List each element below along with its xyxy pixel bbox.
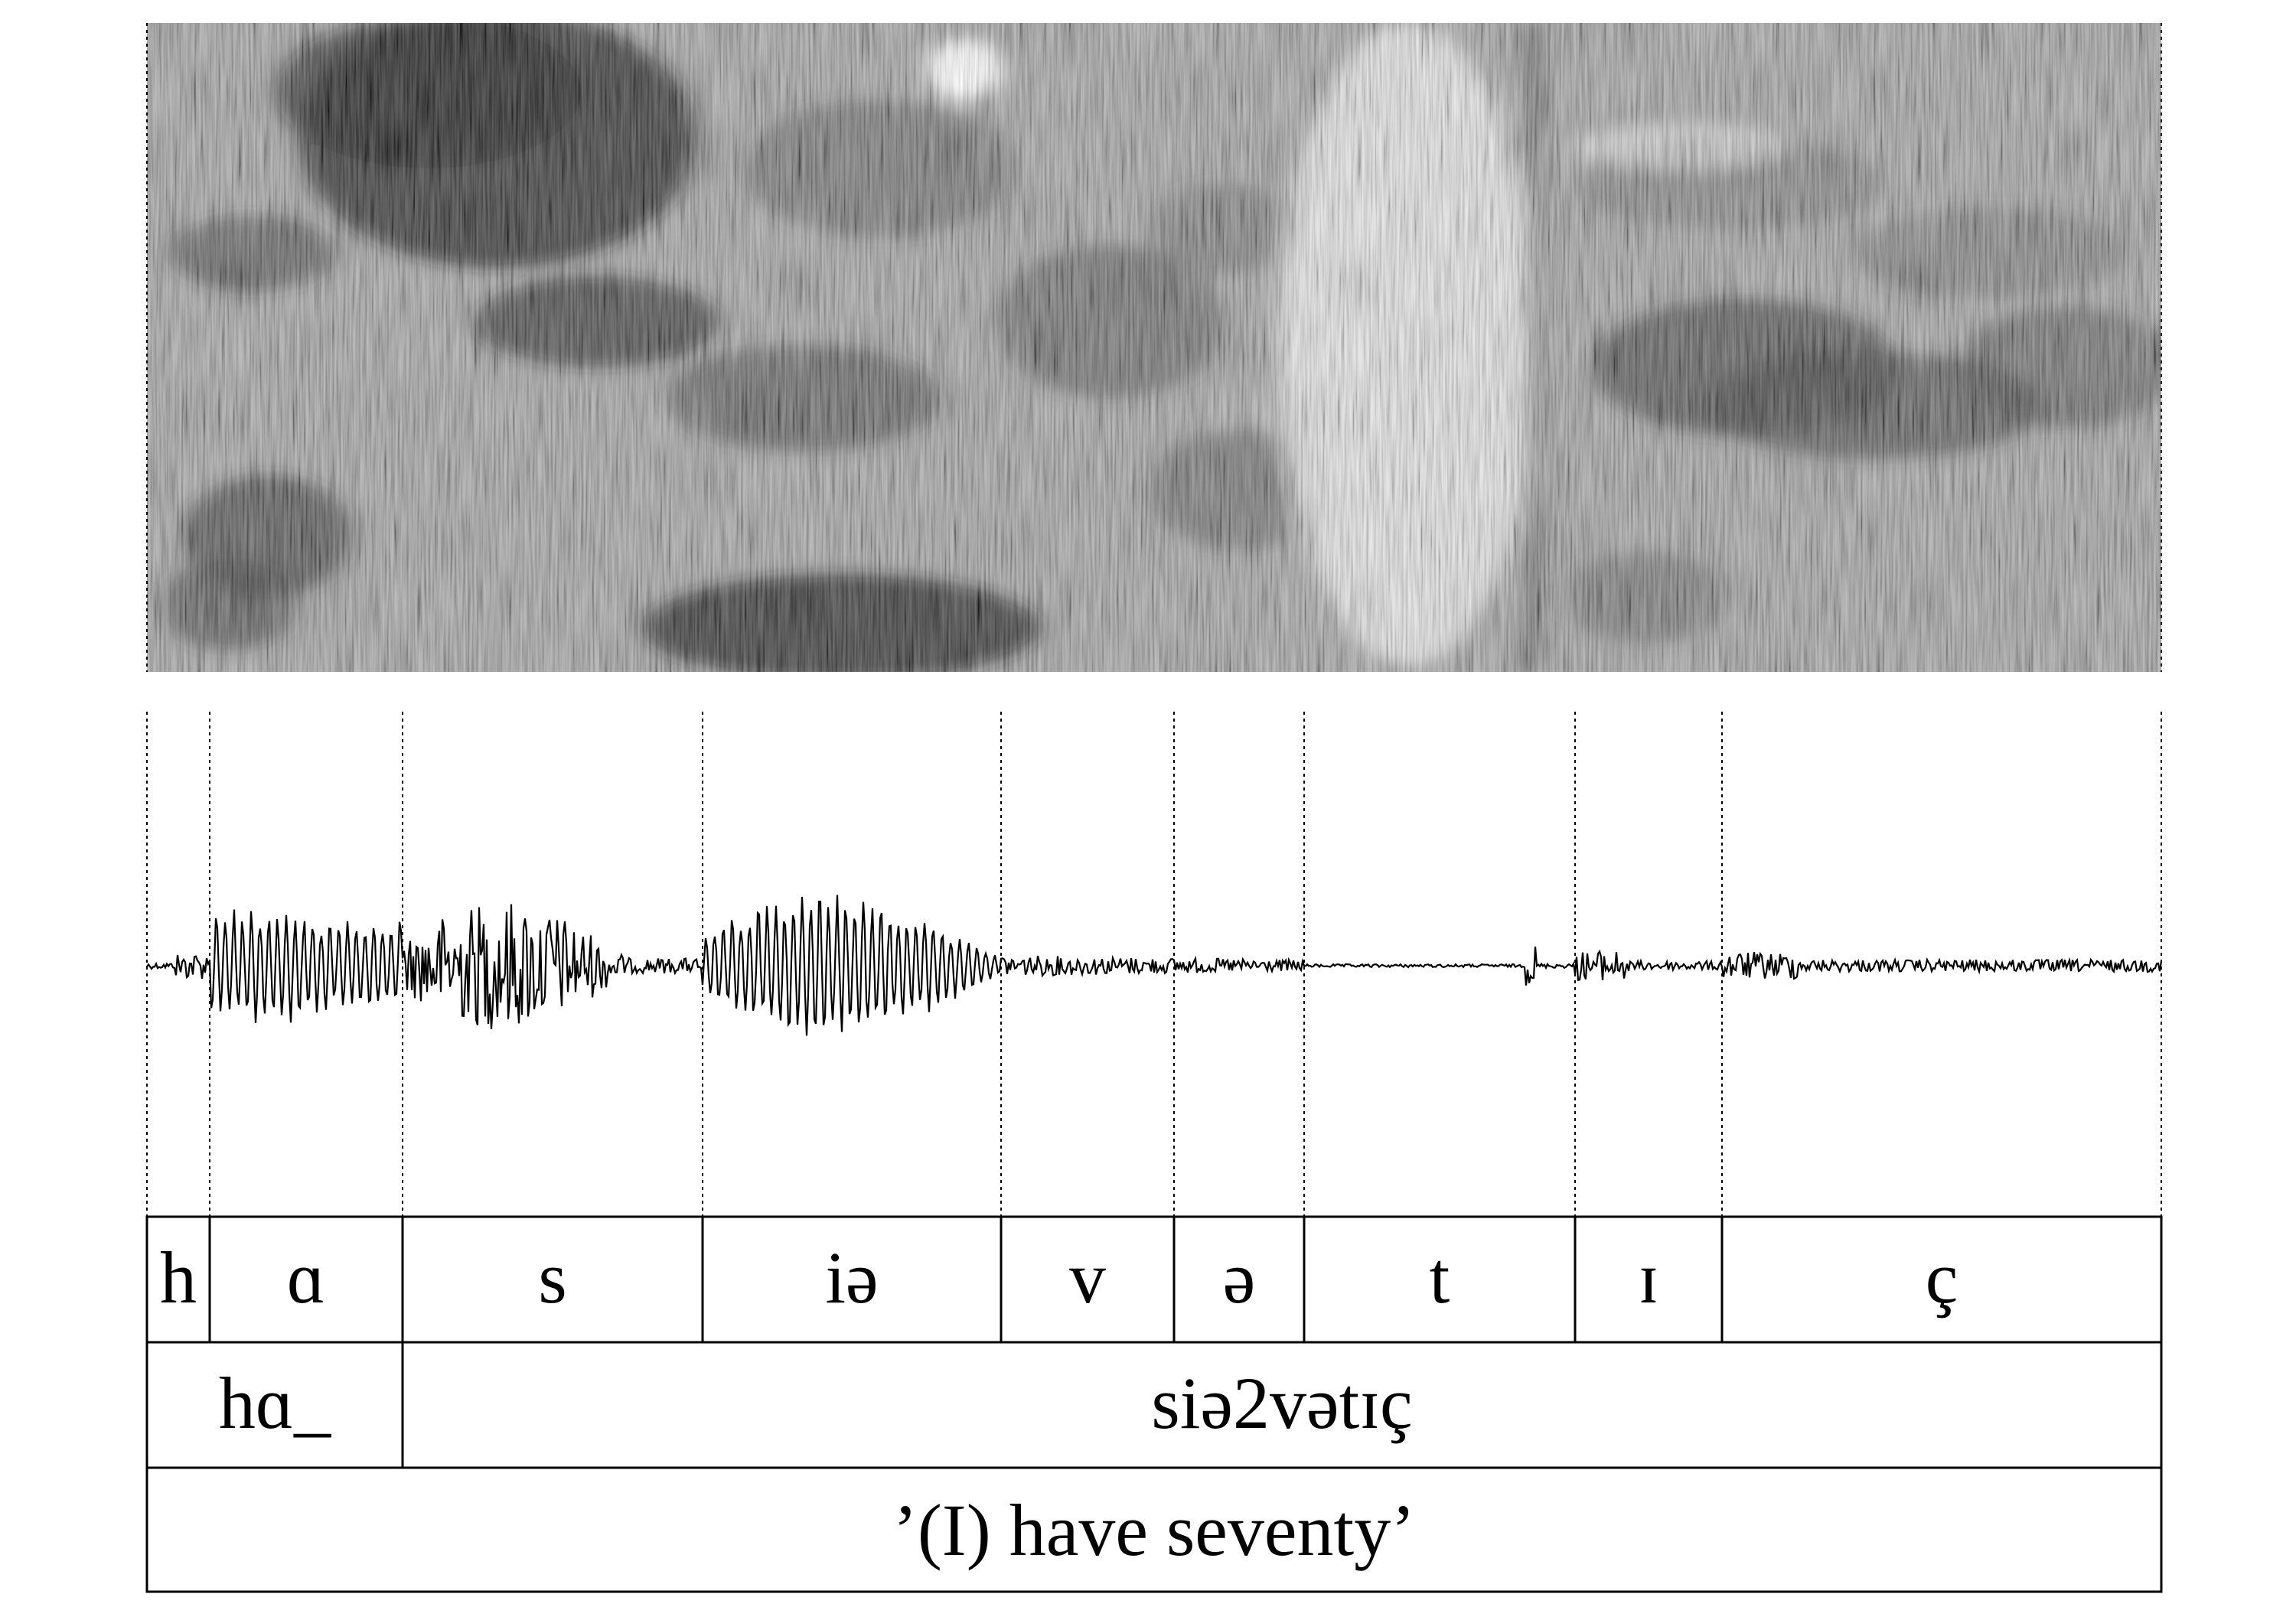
phone-label: iə <box>825 1237 878 1319</box>
phone-label: ə <box>1223 1237 1256 1319</box>
waveform <box>145 895 2163 1036</box>
phone-label: ɑ <box>287 1237 325 1319</box>
phone-tier: h ɑ s iə v ə t ɪ ç <box>160 1217 1958 1342</box>
annotation-tiers: h ɑ s iə v ə t ɪ ç hɑ_ siə2vətɪç ’(I) have sevent… <box>145 1215 2163 1593</box>
gloss-tier: ’(I) have seventy’ <box>893 1489 1415 1571</box>
phone-label: v <box>1069 1237 1106 1319</box>
phone-label: ɪ <box>1639 1237 1659 1319</box>
gloss-label: ’(I) have seventy’ <box>893 1489 1415 1571</box>
word-label: siə2vətɪç <box>1151 1362 1412 1444</box>
spectrogram <box>147 23 2161 672</box>
segment-boundaries <box>146 23 2162 1217</box>
phone-label: t <box>1430 1237 1450 1319</box>
phone-label: h <box>160 1237 197 1319</box>
phone-label: ç <box>1926 1237 1958 1319</box>
word-label: hɑ_ <box>219 1362 331 1444</box>
phone-label: s <box>538 1237 566 1319</box>
word-tier: hɑ_ siə2vətɪç <box>219 1342 1413 1468</box>
